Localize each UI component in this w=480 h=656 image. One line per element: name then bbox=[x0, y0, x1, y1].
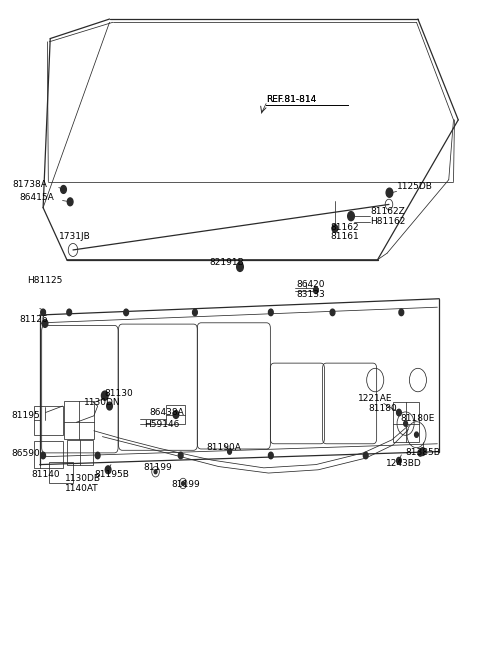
Circle shape bbox=[42, 319, 48, 327]
Text: 81190A: 81190A bbox=[207, 443, 241, 451]
Bar bbox=[64, 401, 94, 439]
Circle shape bbox=[332, 224, 338, 232]
Text: REF.81-814: REF.81-814 bbox=[266, 94, 316, 104]
Text: 81195B: 81195B bbox=[95, 470, 129, 479]
Circle shape bbox=[348, 212, 354, 220]
Text: 86415A: 86415A bbox=[19, 193, 54, 202]
Circle shape bbox=[420, 447, 425, 455]
Circle shape bbox=[181, 482, 184, 485]
Circle shape bbox=[228, 449, 231, 454]
Circle shape bbox=[237, 262, 243, 272]
Circle shape bbox=[363, 452, 368, 459]
Text: 81130: 81130 bbox=[105, 388, 133, 398]
Bar bbox=[67, 440, 93, 464]
Text: 1221AE: 1221AE bbox=[358, 394, 392, 403]
Text: 81385B: 81385B bbox=[405, 448, 440, 457]
Text: 81140: 81140 bbox=[31, 470, 60, 479]
Circle shape bbox=[179, 452, 183, 459]
Circle shape bbox=[101, 391, 108, 400]
Circle shape bbox=[41, 452, 46, 459]
Circle shape bbox=[124, 309, 129, 316]
Text: 81180E: 81180E bbox=[400, 414, 435, 423]
Circle shape bbox=[96, 452, 100, 459]
Text: 81180: 81180 bbox=[368, 404, 397, 413]
Circle shape bbox=[268, 309, 273, 316]
Circle shape bbox=[415, 432, 419, 438]
Circle shape bbox=[404, 421, 408, 426]
Circle shape bbox=[41, 309, 46, 316]
Text: 81162: 81162 bbox=[330, 223, 359, 232]
Text: 82191B: 82191B bbox=[209, 258, 244, 267]
Text: 81126: 81126 bbox=[19, 315, 48, 324]
Text: 1125DB: 1125DB bbox=[396, 182, 432, 192]
Text: H59146: H59146 bbox=[144, 420, 180, 429]
Circle shape bbox=[60, 186, 66, 194]
Circle shape bbox=[399, 309, 404, 316]
Circle shape bbox=[330, 309, 335, 316]
Circle shape bbox=[396, 409, 401, 416]
Bar bbox=[49, 462, 73, 483]
Circle shape bbox=[418, 449, 423, 456]
Text: 81161: 81161 bbox=[330, 232, 359, 241]
Circle shape bbox=[386, 188, 393, 197]
Text: 86420: 86420 bbox=[296, 280, 324, 289]
Bar bbox=[34, 441, 62, 468]
Bar bbox=[167, 405, 185, 424]
Circle shape bbox=[173, 411, 179, 419]
Text: 86590: 86590 bbox=[12, 449, 40, 458]
Text: 1731JB: 1731JB bbox=[59, 232, 91, 241]
Text: H81125: H81125 bbox=[27, 276, 63, 285]
Text: 86438A: 86438A bbox=[150, 408, 185, 417]
Text: 81738A: 81738A bbox=[12, 180, 47, 189]
Text: 83133: 83133 bbox=[296, 290, 325, 298]
Text: 81199: 81199 bbox=[143, 463, 172, 472]
Circle shape bbox=[192, 309, 197, 316]
Circle shape bbox=[105, 466, 111, 474]
Circle shape bbox=[67, 198, 73, 206]
Bar bbox=[34, 406, 62, 435]
Text: 1243BD: 1243BD bbox=[386, 459, 422, 468]
Circle shape bbox=[313, 287, 318, 293]
Text: 1140AT: 1140AT bbox=[64, 483, 98, 493]
Circle shape bbox=[67, 309, 72, 316]
Circle shape bbox=[107, 402, 112, 410]
Text: H81162: H81162 bbox=[371, 217, 406, 226]
Circle shape bbox=[396, 457, 401, 464]
Text: 1130DN: 1130DN bbox=[84, 398, 121, 407]
Text: 1130DB: 1130DB bbox=[64, 474, 100, 483]
Text: 81199: 81199 bbox=[172, 480, 201, 489]
Bar bbox=[393, 401, 419, 442]
Circle shape bbox=[154, 470, 157, 474]
Text: REF.81-814: REF.81-814 bbox=[266, 94, 316, 104]
Circle shape bbox=[268, 452, 273, 459]
Text: 81195: 81195 bbox=[12, 411, 40, 420]
Text: 81162Z: 81162Z bbox=[371, 207, 405, 216]
